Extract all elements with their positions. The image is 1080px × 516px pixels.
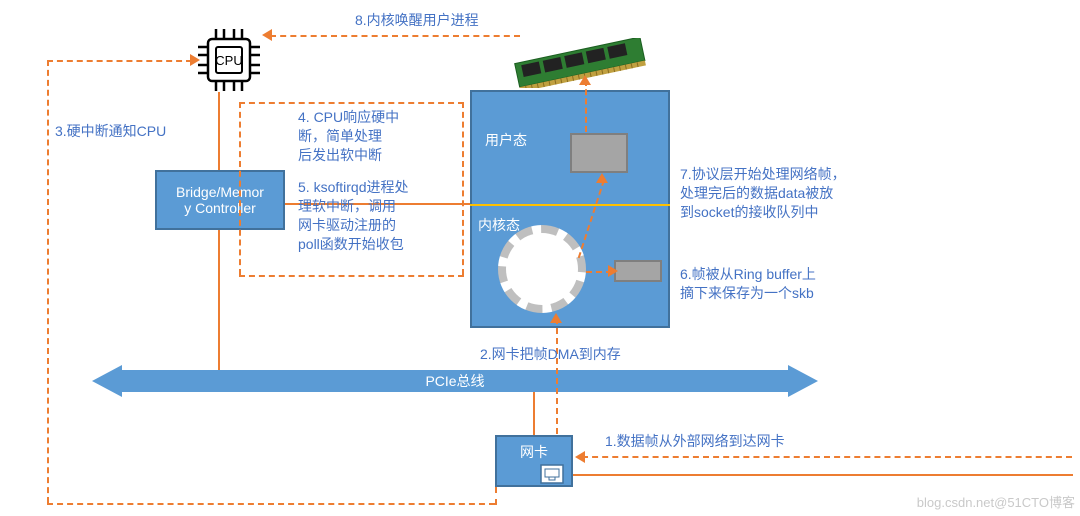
line-bridge-bus — [218, 230, 220, 370]
cpu-icon: CPU — [194, 25, 264, 95]
dash-3a — [47, 503, 495, 505]
skb-box — [614, 260, 662, 282]
line-nic-bus — [533, 392, 535, 435]
user-mode-label: 用户态 — [485, 130, 527, 150]
dash-3c — [47, 60, 192, 62]
dash-2a — [556, 318, 558, 434]
dash-3d — [495, 487, 497, 505]
label-6: 6.帧被从Ring buffer上 摘下来保存为一个skb — [680, 265, 816, 303]
dash-soft-right — [462, 102, 464, 275]
label-3: 3.硬中断通知CPU — [55, 122, 166, 141]
line-nic-right — [573, 474, 1073, 476]
label-2: 2.网卡把帧DMA到内存 — [480, 345, 621, 364]
arrow-3 — [190, 54, 200, 66]
svg-text:CPU: CPU — [215, 53, 242, 68]
label-5: 5. ksoftirqd进程处 理软中断，调用 网卡驱动注册的 poll函数开始… — [298, 178, 408, 254]
label-8: 8.内核唤醒用户进程 — [355, 11, 479, 30]
bus-arrow-right — [788, 365, 818, 397]
arrow-6 — [608, 265, 618, 277]
kernel-mode-label: 内核态 — [478, 215, 520, 235]
arrow-2 — [550, 313, 562, 323]
dash-soft-top — [239, 102, 464, 104]
bus-arrow-left — [92, 365, 122, 397]
label-7: 7.协议层开始处理网络帧， 处理完后的数据data被放 到socket的接收队列… — [680, 165, 846, 222]
dash-8a — [585, 80, 587, 132]
ring-buffer-icon — [498, 225, 586, 313]
dash-soft-left — [239, 102, 241, 275]
arrow-1 — [575, 451, 585, 463]
arrow-7 — [596, 173, 608, 183]
arrow-8a — [579, 75, 591, 85]
watermark: blog.csdn.net@51CTO博客 — [917, 492, 1075, 511]
dash-1 — [582, 456, 1072, 458]
dash-3b — [47, 60, 49, 503]
user-app-box — [570, 133, 628, 173]
bridge-controller-box: Bridge/Memor y Controller — [155, 170, 285, 230]
label-1: 1.数据帧从外部网络到达网卡 — [605, 432, 785, 451]
label-4: 4. CPU响应硬中 断，简单处理 后发出软中断 — [298, 108, 399, 165]
dash-8b — [270, 35, 520, 37]
dash-soft-bot — [239, 275, 464, 277]
pcie-bus: PCIe总线 — [120, 370, 790, 392]
ethernet-port-icon — [540, 464, 564, 484]
line-cpu-bridge — [218, 92, 220, 170]
yellow-divider — [470, 204, 670, 206]
arrow-8b — [262, 29, 272, 41]
